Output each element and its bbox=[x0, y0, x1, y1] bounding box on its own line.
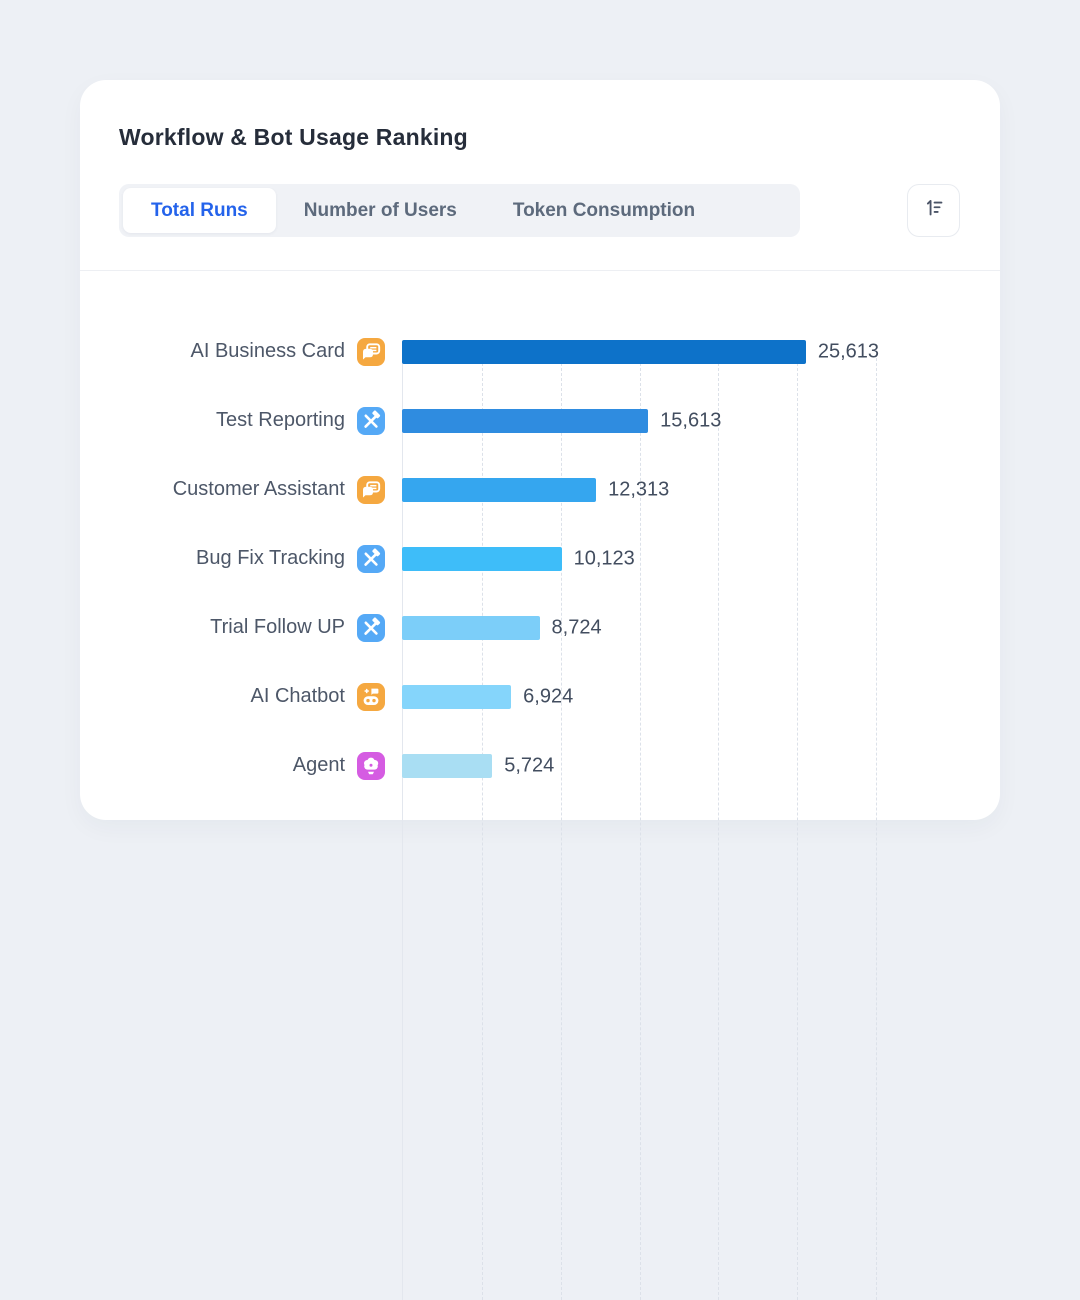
bar-value: 5,724 bbox=[504, 754, 555, 776]
tab-token-consumption[interactable]: Token Consumption bbox=[512, 200, 696, 221]
bar-value: 15,613 bbox=[660, 409, 722, 431]
workflow-label: AI Chatbot bbox=[250, 685, 345, 707]
workflow-label: Agent bbox=[292, 754, 345, 776]
header-divider bbox=[80, 270, 1000, 271]
page-background: { "page": { "background_color": "#edf0f5… bbox=[80, 80, 1000, 1300]
chart-row: AI Business Card 25,613 bbox=[80, 317, 1000, 386]
chat-icon bbox=[357, 475, 385, 504]
tab-number-of-users[interactable]: Number of Users bbox=[303, 200, 457, 221]
bar bbox=[402, 408, 649, 433]
metric-tabs: Total Runs Number of Users Token Consump… bbox=[119, 184, 800, 237]
row-plot: 6,924 bbox=[402, 684, 875, 709]
bar-value: 12,313 bbox=[608, 478, 670, 500]
bar bbox=[402, 753, 493, 778]
tab-total-runs[interactable]: Total Runs bbox=[123, 188, 276, 233]
bar bbox=[402, 477, 597, 502]
workflow-label: Trial Follow UP bbox=[210, 616, 345, 638]
bar-value: 10,123 bbox=[573, 547, 635, 569]
robot-icon bbox=[357, 682, 385, 711]
row-plot: 12,313 bbox=[402, 477, 875, 502]
page-title: Workflow & Bot Usage Ranking bbox=[119, 124, 468, 150]
sort-button[interactable] bbox=[907, 184, 960, 237]
tools-icon bbox=[357, 613, 385, 642]
chart-row: Agent 5,724 bbox=[80, 731, 1000, 800]
workflow-label: Test Reporting bbox=[216, 409, 345, 431]
bar-value: 25,613 bbox=[817, 340, 879, 362]
row-plot: 10,123 bbox=[402, 546, 875, 571]
row-plot: 25,613 bbox=[402, 339, 879, 364]
chart-row: AI Chatbot 6,924 bbox=[80, 662, 1000, 731]
bar bbox=[402, 684, 512, 709]
bar-value: 6,924 bbox=[523, 685, 574, 707]
sort-numeric-icon bbox=[921, 195, 947, 226]
bar bbox=[402, 546, 562, 571]
bar-chart: AI Business Card 25,613 Test Reporting 1… bbox=[80, 317, 1000, 1300]
chat-icon bbox=[357, 337, 385, 366]
row-plot: 8,724 bbox=[402, 615, 875, 640]
workflow-label: Customer Assistant bbox=[172, 478, 345, 500]
chart-row: Test Reporting 15,613 bbox=[80, 386, 1000, 455]
tools-icon bbox=[357, 406, 385, 435]
bar bbox=[402, 339, 806, 364]
card-header: Workflow & Bot Usage Ranking Total Runs … bbox=[80, 80, 1000, 237]
tools-icon bbox=[357, 544, 385, 573]
chart-row: Bug Fix Tracking 10,123 bbox=[80, 524, 1000, 593]
chart-rows: AI Business Card 25,613 Test Reporting 1… bbox=[80, 317, 1000, 800]
workflow-label: AI Business Card bbox=[190, 340, 345, 362]
usage-ranking-card: Workflow & Bot Usage Ranking Total Runs … bbox=[80, 80, 1000, 1300]
controls-row: Total Runs Number of Users Token Consump… bbox=[119, 184, 960, 237]
bar bbox=[402, 615, 540, 640]
agent-icon bbox=[357, 751, 385, 780]
chart-row: Trial Follow UP 8,724 bbox=[80, 593, 1000, 662]
bar-value: 8,724 bbox=[551, 616, 602, 638]
row-plot: 15,613 bbox=[402, 408, 875, 433]
row-plot: 5,724 bbox=[402, 753, 875, 778]
workflow-label: Bug Fix Tracking bbox=[196, 547, 345, 569]
chart-row: Customer Assistant 12,313 bbox=[80, 455, 1000, 524]
